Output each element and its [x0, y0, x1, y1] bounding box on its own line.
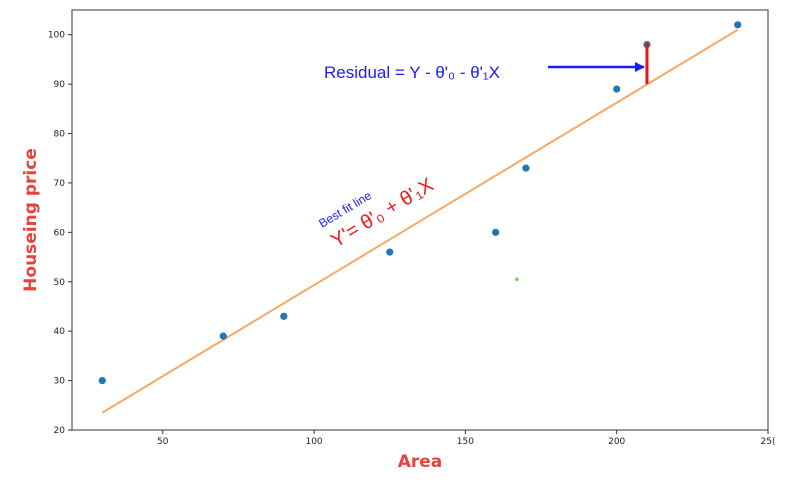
y-tick-label: 70	[54, 179, 66, 189]
y-axis-title: Houseing price	[21, 148, 41, 292]
y-tick-label: 50	[54, 278, 66, 288]
x-axis-ticks: 50 100 150 200 25(	[157, 430, 775, 447]
data-point	[280, 312, 288, 320]
data-point	[492, 228, 500, 236]
x-axis-title: Area	[398, 452, 443, 472]
y-tick-label: 100	[48, 31, 65, 41]
data-point	[386, 248, 394, 256]
y-tick-label: 80	[54, 130, 66, 140]
y-tick-label: 60	[54, 228, 66, 238]
best-fit-line	[101, 28, 739, 414]
x-tick-label: 100	[305, 437, 322, 447]
data-point	[734, 21, 742, 29]
data-points	[98, 21, 742, 385]
stray-point	[515, 277, 519, 282]
y-tick-label: 30	[54, 377, 66, 387]
x-tick-label: 25(	[761, 437, 776, 447]
y-tick-label: 20	[54, 426, 66, 436]
data-point	[613, 85, 621, 93]
x-tick-label: 50	[157, 437, 169, 447]
y-axis-ticks: 20 30 40 50 60 70 80 90 100	[48, 31, 72, 436]
x-tick-label: 150	[457, 437, 474, 447]
data-point	[98, 376, 106, 385]
y-tick-label: 40	[54, 327, 66, 337]
data-point	[219, 332, 227, 340]
y-tick-label: 90	[54, 80, 66, 90]
plot-area-frame	[71, 9, 769, 431]
residual-label: Residual = Y - θ'₀ - θ'₁X	[324, 63, 500, 82]
x-tick-label: 200	[608, 437, 625, 447]
data-point	[522, 164, 530, 172]
